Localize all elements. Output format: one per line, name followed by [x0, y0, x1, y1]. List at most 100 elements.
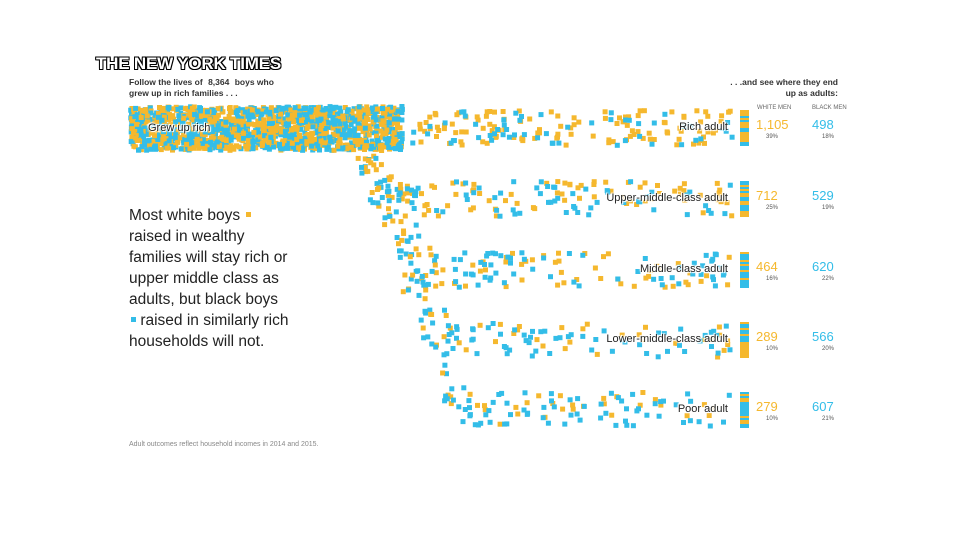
stack-bar-segment — [740, 258, 749, 260]
outcome-dot — [716, 190, 722, 196]
stack-bar-segment — [740, 404, 749, 406]
connector-dot — [402, 213, 408, 219]
outcome-dot — [493, 339, 498, 345]
source-dot — [237, 127, 243, 133]
source-dot — [288, 107, 294, 113]
outcome-dot — [656, 330, 662, 336]
source-dot — [192, 134, 198, 140]
outcome-dot — [508, 255, 513, 261]
outcome-dot — [506, 134, 512, 140]
source-dot — [202, 112, 208, 118]
stack-bar-segment — [740, 264, 749, 266]
outcome-dot — [551, 184, 557, 190]
outcome-dot — [635, 113, 641, 119]
outcome-dot — [450, 346, 456, 351]
outcome-dot — [533, 348, 539, 354]
outcome-dot — [475, 402, 480, 408]
connector-dot — [401, 231, 407, 236]
outcome-dot — [478, 259, 484, 265]
source-dot — [134, 121, 140, 127]
source-dot — [288, 127, 294, 133]
source-dot — [175, 139, 181, 145]
connector-dot — [408, 234, 414, 240]
outcome-dot — [677, 125, 683, 131]
source-dot — [294, 108, 300, 114]
source-dot — [159, 106, 165, 112]
source-dot — [162, 140, 168, 146]
outcome-dot — [548, 274, 553, 280]
outcome-dot — [493, 270, 499, 276]
source-dot — [279, 146, 285, 152]
white-percent-label: 25% — [766, 205, 779, 211]
source-dot — [160, 132, 166, 138]
source-dot — [381, 144, 387, 150]
outcome-dot — [549, 140, 555, 146]
outcome-dot — [696, 140, 702, 146]
outcome-dot — [677, 342, 682, 348]
outcome-dot — [662, 111, 668, 117]
source-dot — [167, 135, 173, 141]
source-dot — [318, 138, 324, 144]
outcome-dot — [571, 279, 577, 285]
outcome-dot — [529, 257, 535, 263]
source-dot — [388, 108, 394, 114]
source-dot — [255, 109, 261, 115]
outcome-dot — [482, 407, 488, 413]
outcome-dot — [598, 415, 604, 421]
outcome-dot — [541, 404, 547, 410]
source-dot — [299, 118, 304, 123]
stack-bar-segment — [740, 272, 749, 274]
white-value-label: 464 — [756, 259, 778, 274]
source-dot — [326, 120, 332, 126]
white-percent-label: 39% — [766, 134, 779, 140]
outcome-dot — [651, 276, 657, 282]
connector-dot — [368, 160, 374, 166]
outcome-dot — [654, 263, 660, 269]
outcome-dot — [448, 401, 454, 407]
outcome-dot — [526, 340, 532, 346]
outcome-dot — [540, 415, 546, 421]
outcome-dot — [702, 332, 708, 338]
source-dot — [141, 122, 147, 128]
outcome-dot — [591, 194, 597, 200]
outcome-dot — [681, 181, 687, 187]
source-dot — [234, 118, 240, 124]
outcome-dot — [637, 108, 643, 114]
source-dot — [197, 105, 203, 111]
intro-left-count: 8,364 — [208, 77, 230, 87]
outcome-dot — [486, 408, 492, 414]
outcome-dot — [468, 207, 474, 213]
connector-dot — [362, 164, 368, 170]
outcome-dot — [661, 398, 666, 404]
outcome-dot — [451, 256, 457, 262]
outcome-dot — [729, 134, 735, 140]
source-dot — [362, 112, 368, 118]
outcome-dot — [687, 418, 693, 424]
outcome-dot — [622, 138, 628, 144]
outcome-dot — [709, 336, 714, 342]
outcome-dot — [541, 255, 547, 261]
outcome-dot — [628, 198, 633, 204]
stack-bar-segment — [740, 282, 749, 284]
source-dot — [217, 142, 223, 148]
outcome-dot — [460, 419, 466, 425]
outcome-dot — [725, 120, 731, 125]
source-dot — [391, 116, 397, 122]
stack-bar-segment — [740, 324, 749, 326]
source-dot — [266, 146, 272, 152]
source-dot — [310, 130, 316, 136]
source-dot — [289, 140, 295, 146]
stack-bar-segment — [740, 394, 749, 396]
outcome-dot — [423, 120, 429, 125]
outcome-dot — [440, 209, 446, 215]
source-dot — [355, 133, 361, 138]
outcome-dot — [609, 348, 615, 354]
source-dot — [173, 119, 179, 125]
outcome-dot — [637, 184, 643, 190]
source-dot — [399, 117, 405, 123]
source-dot — [217, 126, 223, 132]
source-dot — [227, 147, 233, 153]
outcome-dot — [498, 331, 503, 337]
outcome-dot — [475, 282, 481, 288]
outcome-dot — [649, 189, 655, 195]
